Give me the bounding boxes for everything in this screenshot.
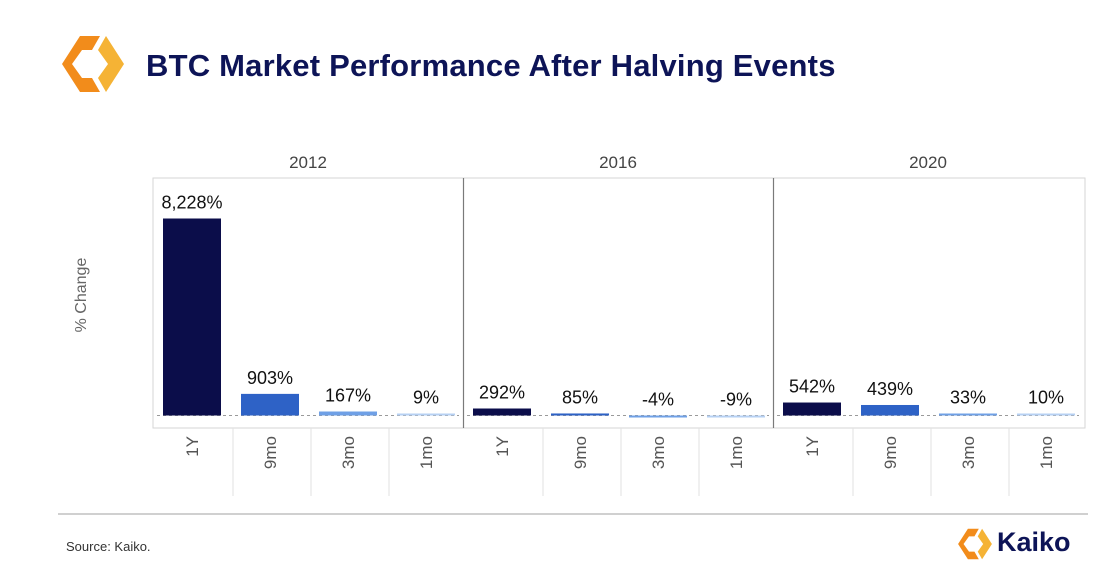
source-note: Source: Kaiko. (66, 539, 151, 554)
data-label: 33% (950, 388, 986, 408)
data-label: 85% (562, 387, 598, 407)
x-tick-label: 1mo (417, 436, 436, 469)
panel-2016: 2016 292% 1Y 85% 9mo -4% 3mo -9% 1mo (467, 153, 775, 496)
y-axis-label: % Change (73, 258, 90, 333)
panel-title: 2020 (909, 153, 947, 172)
bar-2016-1Y (473, 408, 531, 416)
bar-2016-9mo (551, 413, 609, 416)
brand-name: Kaiko (997, 527, 1071, 557)
x-tick-label: 3mo (959, 436, 978, 469)
bar-2012-9mo (241, 393, 299, 416)
chart-panels: 2012 8,228% 1Y 903% 9mo 167% 3mo 9% 1mo 2016 292% 1… (152, 153, 1086, 496)
x-tick-label: 1Y (183, 436, 202, 457)
kaiko-logo-icon (958, 528, 992, 560)
x-tick-label: 1mo (727, 436, 746, 469)
bar-2020-3mo (939, 413, 997, 416)
x-tick-label: 1Y (493, 436, 512, 457)
x-tick-label: 3mo (649, 436, 668, 469)
x-tick-label: 1mo (1037, 436, 1056, 469)
kaiko-logo-icon (62, 36, 124, 92)
data-label: 8,228% (161, 193, 222, 213)
x-tick-label: 9mo (571, 436, 590, 469)
page-title: BTC Market Performance After Halving Eve… (146, 48, 836, 83)
data-label: -9% (720, 390, 752, 410)
data-label: 903% (247, 368, 293, 388)
bar-2020-1Y (783, 402, 841, 416)
bar-2020-1mo (1017, 413, 1075, 416)
bar-2012-1Y (163, 218, 221, 416)
panel-title: 2012 (289, 153, 327, 172)
data-label: -4% (642, 390, 674, 410)
bar-chart: 2012 8,228% 1Y 903% 9mo 167% 3mo 9% 1mo 2016 292% 1… (73, 153, 1086, 496)
data-label: 542% (789, 377, 835, 397)
data-label: 10% (1028, 388, 1064, 408)
footer-divider (58, 513, 1088, 515)
brand-logo: Kaiko (957, 524, 1087, 564)
data-label: 292% (479, 383, 525, 403)
data-label: 9% (413, 388, 439, 408)
x-tick-label: 9mo (261, 436, 280, 469)
panel-title: 2016 (599, 153, 637, 172)
data-label: 439% (867, 379, 913, 399)
bar-2012-3mo (319, 411, 377, 416)
header: BTC Market Performance After Halving Eve… (60, 34, 1060, 98)
bar-2012-1mo (397, 413, 455, 416)
panel-2020: 2020 542% 1Y 439% 9mo 33% 3mo 10% 1mo (777, 153, 1079, 496)
x-tick-label: 1Y (803, 436, 822, 457)
bar-2020-9mo (861, 404, 919, 416)
bar-2016-1mo (707, 415, 765, 418)
x-tick-label: 3mo (339, 436, 358, 469)
panel-2012: 2012 8,228% 1Y 903% 9mo 167% 3mo 9% 1mo (157, 153, 465, 496)
data-label: 167% (325, 386, 371, 406)
bar-2016-3mo (629, 415, 687, 418)
plot-frame (152, 177, 1086, 429)
x-tick-label: 9mo (881, 436, 900, 469)
